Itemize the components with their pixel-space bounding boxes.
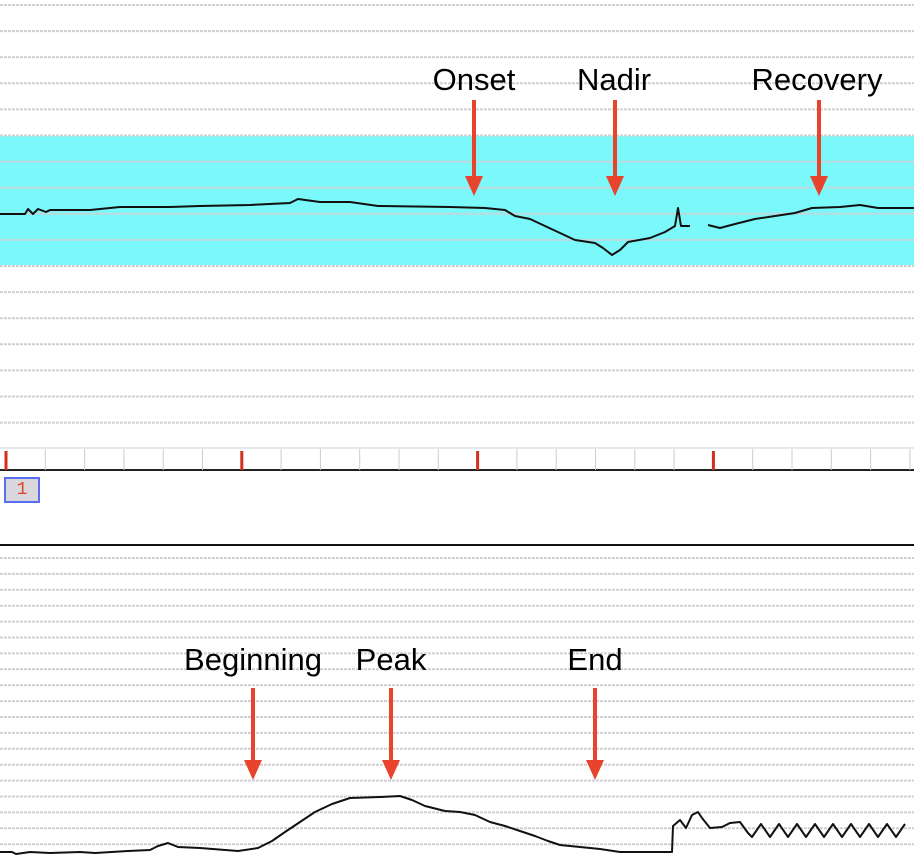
arrow-end — [586, 688, 604, 780]
arrow-head — [465, 176, 483, 196]
arrow-head — [244, 760, 262, 780]
fhr-trace — [0, 198, 690, 256]
arrow-peak — [382, 688, 400, 780]
label-recovery: Recovery — [751, 62, 883, 97]
label-end: End — [567, 642, 623, 677]
label-peak: Peak — [355, 642, 427, 677]
arrow-head — [382, 760, 400, 780]
arrow-recovery — [810, 100, 828, 196]
fhr-grid — [0, 4, 914, 424]
normal-range-band — [0, 136, 914, 265]
time-axis — [0, 447, 914, 471]
arrow-head — [586, 760, 604, 780]
uc-grid — [0, 557, 914, 846]
label-beginning: Beginning — [184, 642, 322, 677]
arrow-head — [810, 176, 828, 196]
fhr-trace-after-gap — [707, 204, 914, 229]
arrow-beginning — [244, 688, 262, 780]
event-marker[interactable]: 1 — [4, 477, 40, 503]
label-onset: Onset — [432, 62, 516, 97]
arrow-nadir — [606, 100, 624, 196]
arrow-onset — [465, 100, 483, 196]
arrow-head — [606, 176, 624, 196]
label-nadir: Nadir — [576, 62, 652, 97]
uterine-contraction-trace — [0, 795, 906, 855]
